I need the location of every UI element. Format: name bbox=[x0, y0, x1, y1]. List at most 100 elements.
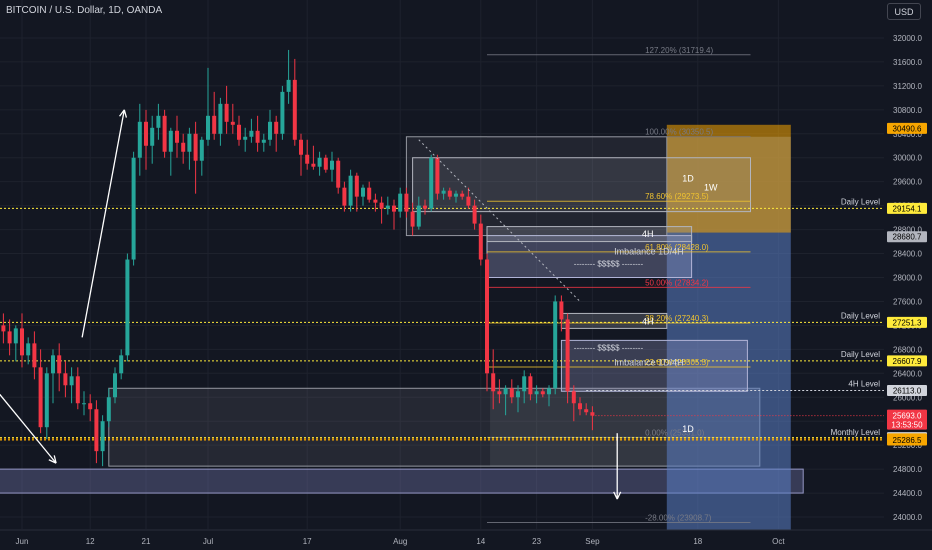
price-tick-label: 27600.0 bbox=[893, 297, 922, 306]
candle-down bbox=[447, 190, 452, 197]
candle-down bbox=[423, 205, 427, 209]
candle-up bbox=[534, 391, 539, 395]
candle-up bbox=[522, 376, 527, 392]
price-tick-label: 31600.0 bbox=[893, 58, 922, 67]
candle-up bbox=[187, 133, 192, 152]
candle-up bbox=[206, 115, 210, 140]
fib-label-5: 38.20% (27240.3) bbox=[645, 314, 709, 323]
candle-up bbox=[13, 328, 18, 344]
zone-label-1w: 1W bbox=[704, 183, 718, 193]
candle-down bbox=[175, 130, 179, 143]
candle-up bbox=[503, 388, 508, 395]
zone-label-4h-mid: 4H bbox=[642, 317, 654, 327]
time-tick-label: Sep bbox=[585, 537, 600, 546]
candle-down bbox=[392, 205, 396, 212]
candle-down bbox=[20, 328, 24, 356]
candle-down bbox=[485, 259, 489, 374]
fib-label-2: 78.60% (29273.5) bbox=[645, 192, 709, 201]
symbol-title: BITCOIN / U.S. Dollar, 1D, OANDA bbox=[6, 5, 163, 16]
candle-down bbox=[404, 193, 409, 212]
orange-zone bbox=[666, 124, 791, 233]
candle-up bbox=[44, 373, 49, 428]
candle-down bbox=[466, 196, 471, 206]
candle-down bbox=[540, 391, 545, 395]
candle-down bbox=[367, 187, 372, 200]
candle-down bbox=[274, 121, 279, 134]
drawn-arrows bbox=[0, 109, 622, 500]
candle-up bbox=[330, 160, 334, 170]
candle-down bbox=[379, 202, 384, 209]
horizontal-levels: Daily Level Daily Level Daily Level 4H Leve… bbox=[0, 197, 884, 441]
zone-label-4h-top: 4H bbox=[642, 229, 654, 239]
fib-label-4: 50.00% (27834.2) bbox=[645, 278, 709, 287]
candle-down bbox=[38, 367, 43, 428]
candle-up bbox=[82, 403, 86, 405]
candle-down bbox=[571, 391, 576, 404]
candle-down bbox=[528, 376, 533, 395]
time-tick-label: Oct bbox=[772, 537, 785, 546]
price-tag-label: 29154.1 bbox=[893, 204, 922, 213]
candle-down bbox=[1, 325, 6, 332]
candle-up bbox=[416, 205, 421, 227]
candle-down bbox=[497, 391, 502, 395]
currency-button[interactable]: USD bbox=[887, 3, 921, 20]
candle-up bbox=[150, 127, 155, 146]
zone-labels: 1D 1W 4H Imbalance 1D/4H -------- $$$$$ ----… bbox=[574, 174, 718, 434]
time-tick-label: Jun bbox=[16, 537, 29, 546]
candle-down bbox=[94, 409, 99, 452]
time-axis[interactable]: Jun 12 21 Jul 17 Aug 14 23 Sep 18 Oct bbox=[0, 529, 932, 550]
candle-down bbox=[342, 187, 347, 206]
price-tag bbox=[887, 122, 927, 134]
zone-label-1d-low: 1D bbox=[682, 424, 694, 434]
candle-up bbox=[317, 157, 322, 167]
candle-up bbox=[69, 376, 74, 386]
candle-down bbox=[491, 373, 496, 392]
candle-down bbox=[181, 142, 186, 152]
candle-down bbox=[460, 193, 465, 197]
candle-up bbox=[268, 121, 272, 140]
candle-up bbox=[119, 355, 124, 374]
candle-down bbox=[212, 115, 217, 134]
time-tick-label: 14 bbox=[476, 537, 485, 546]
level-label-3: 4H Level bbox=[848, 379, 880, 388]
zone-label-liquidity-top: -------- $$$$$ -------- bbox=[574, 260, 644, 269]
candle-down bbox=[435, 157, 440, 194]
candle-up bbox=[137, 121, 142, 158]
grey-supply-inner bbox=[412, 157, 751, 213]
price-tick-label: 25200.0 bbox=[893, 441, 922, 450]
price-tick-label: 24000.0 bbox=[893, 513, 922, 522]
price-tick-label: 29600.0 bbox=[893, 178, 922, 187]
candle-down bbox=[472, 205, 477, 224]
candles bbox=[1, 49, 595, 467]
price-tag bbox=[887, 231, 927, 243]
price-tag-label: 28680.7 bbox=[893, 233, 922, 242]
candle-up bbox=[106, 397, 111, 422]
candle-down bbox=[292, 79, 297, 140]
zone-label-imbalance-mid: Imbalance 1D/4H bbox=[614, 358, 684, 368]
candle-up bbox=[156, 115, 161, 128]
grey-supply-zone bbox=[405, 136, 668, 237]
arrow-down-right-icon bbox=[0, 393, 57, 464]
fourh-zone-top bbox=[486, 226, 693, 243]
price-tick-label: 32000.0 bbox=[893, 34, 922, 43]
price-axis[interactable]: 24000.024400.024800.025200.025600.026000… bbox=[884, 0, 932, 550]
time-tick-label: Aug bbox=[393, 537, 407, 546]
candle-up bbox=[286, 79, 291, 92]
candle-up bbox=[168, 130, 173, 152]
candle-down bbox=[305, 154, 310, 164]
candle-down bbox=[336, 160, 341, 188]
candle-up bbox=[131, 157, 136, 260]
price-tick-label: 24800.0 bbox=[893, 465, 922, 474]
price-tag bbox=[887, 434, 927, 446]
fib-label-3: 61.80% (28428.0) bbox=[645, 243, 709, 252]
price-tag-label: 25286.5 bbox=[893, 436, 922, 445]
candle-down bbox=[237, 124, 241, 140]
price-axis-bg bbox=[884, 0, 932, 550]
candle-down bbox=[373, 199, 378, 203]
price-tick-label: 31200.0 bbox=[893, 82, 922, 91]
candle-up bbox=[51, 355, 55, 374]
candle-up bbox=[348, 175, 353, 206]
price-tick-label: 26800.0 bbox=[893, 345, 922, 354]
